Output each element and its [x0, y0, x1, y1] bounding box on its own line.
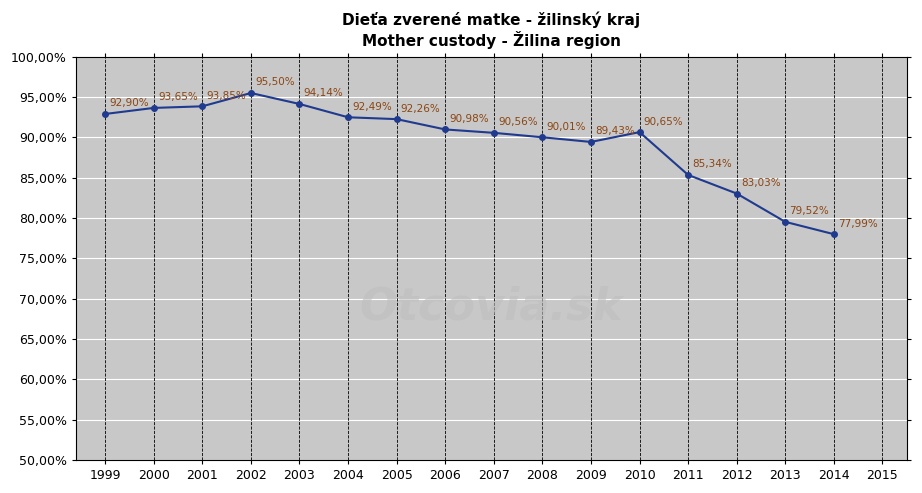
Text: 90,01%: 90,01%: [547, 122, 586, 132]
Text: Otcovia.sk: Otcovia.sk: [360, 285, 623, 328]
Text: 94,14%: 94,14%: [303, 88, 343, 99]
Text: 95,50%: 95,50%: [255, 77, 295, 87]
Text: 89,43%: 89,43%: [595, 126, 635, 137]
Text: 93,85%: 93,85%: [207, 91, 246, 101]
Text: 83,03%: 83,03%: [741, 178, 781, 188]
Text: 92,90%: 92,90%: [110, 99, 149, 108]
Text: 90,56%: 90,56%: [498, 117, 538, 127]
Title: Dieťa zverené matke - žilinský kraj
Mother custody - Žilina region: Dieťa zverené matke - žilinský kraj Moth…: [342, 11, 641, 49]
Text: 92,26%: 92,26%: [401, 104, 441, 113]
Text: 77,99%: 77,99%: [838, 218, 878, 229]
Text: 92,49%: 92,49%: [352, 102, 392, 112]
Text: 90,65%: 90,65%: [644, 116, 683, 127]
Text: 93,65%: 93,65%: [158, 92, 197, 103]
Text: 79,52%: 79,52%: [789, 206, 829, 216]
Text: 85,34%: 85,34%: [692, 159, 732, 170]
Text: 90,98%: 90,98%: [449, 114, 489, 124]
